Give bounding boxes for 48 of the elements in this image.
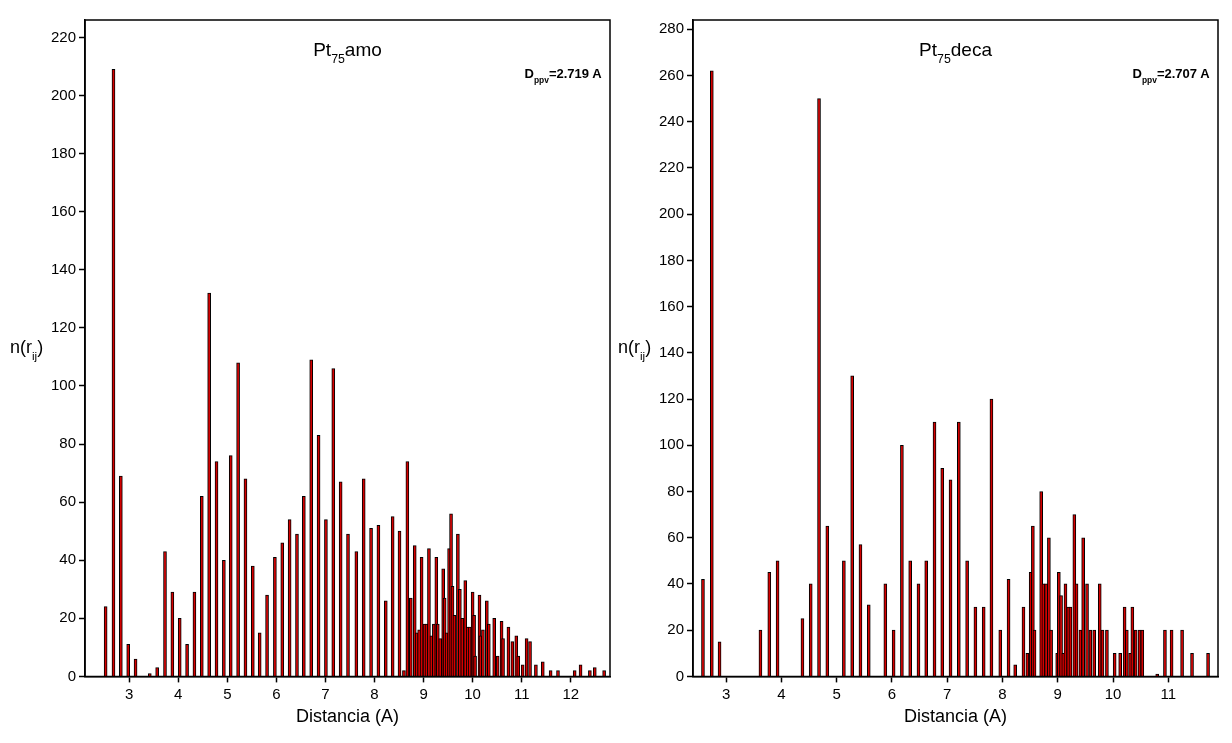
x-tick-label: 4 [174,684,183,702]
y-tick-label: 40 [59,550,77,568]
x-tick-label: 3 [125,684,134,702]
x-tick-label: 12 [562,684,580,702]
y-tick-label: 220 [659,158,685,176]
x-tick-label: 5 [832,684,841,702]
y-tick-label: 100 [659,435,685,453]
x-tick-label: 7 [943,684,952,702]
x-axis-title: Distancia (A) [296,706,400,727]
x-tick-label: 6 [887,684,897,702]
x-tick-label: 9 [1053,684,1062,702]
y-tick-label: 60 [667,527,685,545]
x-axis-title: Distancia (A) [904,706,1008,727]
x-tick-label: 11 [1160,684,1177,702]
y-tick-label: 60 [59,492,77,510]
y-tick-label: 180 [51,143,77,161]
y-tick-label: 200 [51,85,77,103]
x-tick-label: 8 [370,684,379,702]
y-tick-label: 180 [659,250,685,268]
y-tick-label: 120 [51,318,77,336]
y-tick-label: 140 [659,342,685,360]
x-tick-label: 5 [223,684,232,702]
y-tick-label: 40 [667,574,685,592]
y-tick-label: 160 [659,296,685,314]
y-tick-label: 80 [667,481,685,499]
x-tick-label: 7 [321,684,330,702]
x-tick-label: 3 [722,684,731,702]
y-tick-label: 120 [659,389,685,407]
y-tick-label: 20 [59,608,77,626]
y-tick-label: 260 [659,65,685,83]
y-tick-label: 140 [51,259,77,277]
x-tick-label: 10 [1104,684,1122,702]
y-tick-label: 240 [659,111,685,129]
x-tick-label: 10 [464,684,481,702]
x-tick-label: 4 [777,684,786,702]
x-tick-label: 6 [272,684,281,702]
y-tick-label: 100 [51,376,77,394]
y-tick-label: 0 [675,666,685,684]
y-tick-label: 200 [659,204,685,222]
y-tick-label: 80 [59,434,77,452]
x-tick-label: 9 [419,684,428,702]
x-tick-label: 8 [998,684,1007,702]
y-tick-label: 20 [667,620,685,638]
y-tick-label: 280 [659,19,685,37]
y-tick-label: 0 [67,666,77,684]
y-tick-label: 220 [51,27,77,45]
y-tick-label: 160 [51,201,77,219]
x-tick-label: 11 [513,684,530,702]
